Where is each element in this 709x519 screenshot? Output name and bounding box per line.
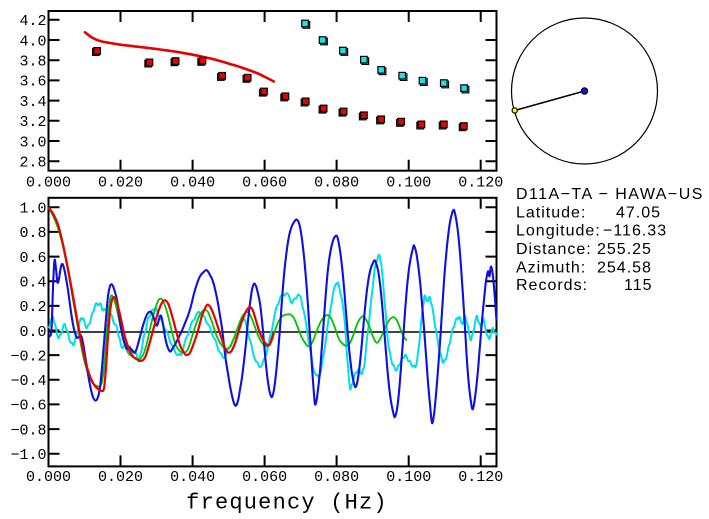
svg-text:−1.0: −1.0 (10, 447, 46, 464)
svg-text:0.2: 0.2 (19, 299, 46, 316)
svg-text:254.58: 254.58 (597, 260, 652, 277)
svg-text:47.05: 47.05 (616, 204, 661, 221)
svg-text:0.0: 0.0 (19, 324, 46, 341)
svg-text:0.060: 0.060 (242, 175, 287, 192)
svg-text:3.2: 3.2 (19, 114, 46, 131)
svg-text:4.0: 4.0 (19, 33, 46, 50)
svg-text:0.080: 0.080 (314, 175, 359, 192)
svg-text:0.040: 0.040 (170, 469, 215, 486)
svg-text:1.0: 1.0 (19, 201, 46, 218)
svg-text:Latitude:: Latitude: (516, 204, 586, 221)
svg-text:−0.8: −0.8 (10, 422, 46, 439)
svg-text:0.120: 0.120 (458, 469, 503, 486)
svg-text:3.4: 3.4 (19, 94, 46, 111)
svg-text:3.6: 3.6 (19, 74, 46, 91)
svg-text:D11A−TA − HAWA−US: D11A−TA − HAWA−US (516, 186, 704, 203)
svg-text:0.6: 0.6 (19, 250, 46, 267)
svg-text:0.020: 0.020 (98, 175, 143, 192)
svg-text:−0.2: −0.2 (10, 348, 46, 365)
svg-text:0.020: 0.020 (98, 469, 143, 486)
svg-text:0.100: 0.100 (386, 175, 431, 192)
svg-text:0.080: 0.080 (314, 469, 359, 486)
svg-text:Azimuth:: Azimuth: (516, 260, 586, 277)
svg-text:Longitude:: Longitude: (516, 223, 601, 240)
svg-text:0.120: 0.120 (458, 175, 503, 192)
svg-text:4.2: 4.2 (19, 13, 46, 30)
svg-text:255.25: 255.25 (597, 241, 652, 258)
svg-text:0.000: 0.000 (26, 175, 71, 192)
svg-text:−0.6: −0.6 (10, 398, 46, 415)
svg-text:0.4: 0.4 (19, 275, 46, 292)
svg-text:0.060: 0.060 (242, 469, 287, 486)
svg-text:0.8: 0.8 (19, 225, 46, 242)
svg-text:0.000: 0.000 (26, 469, 71, 486)
svg-text:3.0: 3.0 (19, 134, 46, 151)
svg-text:0.040: 0.040 (170, 175, 215, 192)
svg-text:0.100: 0.100 (386, 469, 431, 486)
svg-text:frequency (Hz): frequency (Hz) (186, 491, 388, 516)
svg-text:−116.33: −116.33 (603, 223, 667, 240)
svg-text:Records:: Records: (516, 277, 588, 294)
svg-text:Distance:: Distance: (516, 241, 592, 258)
svg-text:−0.4: −0.4 (10, 373, 46, 390)
svg-text:115: 115 (624, 277, 653, 294)
svg-text:3.8: 3.8 (19, 54, 46, 71)
svg-text:2.8: 2.8 (19, 155, 46, 172)
